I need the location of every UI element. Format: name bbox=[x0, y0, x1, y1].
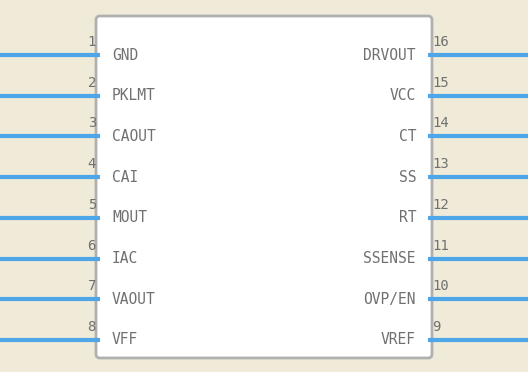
Text: IAC: IAC bbox=[112, 251, 138, 266]
Text: VFF: VFF bbox=[112, 333, 138, 347]
Text: 7: 7 bbox=[88, 279, 96, 293]
Text: 12: 12 bbox=[432, 198, 449, 212]
Text: 14: 14 bbox=[432, 116, 449, 131]
Text: SSENSE: SSENSE bbox=[363, 251, 416, 266]
Text: VAOUT: VAOUT bbox=[112, 292, 156, 307]
Text: 11: 11 bbox=[432, 238, 449, 253]
Text: CAOUT: CAOUT bbox=[112, 129, 156, 144]
Text: VREF: VREF bbox=[381, 333, 416, 347]
Text: 5: 5 bbox=[88, 198, 96, 212]
Text: 16: 16 bbox=[432, 35, 449, 49]
FancyBboxPatch shape bbox=[96, 16, 432, 358]
Text: OVP/EN: OVP/EN bbox=[363, 292, 416, 307]
Text: CT: CT bbox=[399, 129, 416, 144]
Text: DRVOUT: DRVOUT bbox=[363, 48, 416, 62]
Text: 1: 1 bbox=[88, 35, 96, 49]
Text: 8: 8 bbox=[88, 320, 96, 334]
Text: VCC: VCC bbox=[390, 88, 416, 103]
Text: 9: 9 bbox=[432, 320, 440, 334]
Text: 13: 13 bbox=[432, 157, 449, 171]
Text: 2: 2 bbox=[88, 76, 96, 90]
Text: PKLMT: PKLMT bbox=[112, 88, 156, 103]
Text: GND: GND bbox=[112, 48, 138, 62]
Text: 4: 4 bbox=[88, 157, 96, 171]
Text: 10: 10 bbox=[432, 279, 449, 293]
Text: 15: 15 bbox=[432, 76, 449, 90]
Text: MOUT: MOUT bbox=[112, 210, 147, 225]
Text: SS: SS bbox=[399, 170, 416, 185]
Text: 3: 3 bbox=[88, 116, 96, 131]
Text: RT: RT bbox=[399, 210, 416, 225]
Text: CAI: CAI bbox=[112, 170, 138, 185]
Text: 6: 6 bbox=[88, 238, 96, 253]
